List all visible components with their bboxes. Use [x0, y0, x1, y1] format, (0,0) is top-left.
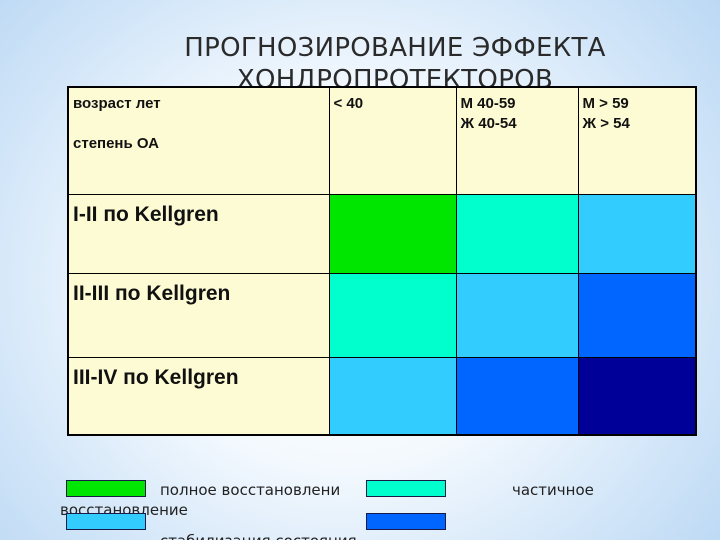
- effect-cell: [577, 193, 697, 274]
- row-label: III-IV по Kellgren: [73, 365, 239, 389]
- legend-swatch-no-effect: [366, 513, 446, 530]
- row-label-cell: II-III по Kellgren: [67, 272, 330, 358]
- row-label: II-III по Kellgren: [73, 281, 231, 305]
- row-label: I-II по Kellgren: [73, 202, 219, 226]
- legend-swatch-stabilization: [66, 513, 146, 530]
- effect-cell: [328, 356, 457, 436]
- legend-text-partial: частичное: [512, 481, 594, 499]
- effect-cell: [577, 272, 697, 358]
- column-header-line1: М > 59: [582, 95, 629, 112]
- page-title: ПРОГНОЗИРОВАНИЕ ЭФФЕКТА ХОНДРОПРОТЕКТОРО…: [184, 33, 606, 95]
- row-label-cell: III-IV по Kellgren: [67, 356, 330, 436]
- table-row: III-IV по Kellgren: [67, 356, 697, 436]
- effect-cell: [455, 193, 579, 274]
- column-header-middle-age: М 40-59 Ж 40-54: [455, 86, 579, 195]
- effect-cell: [328, 272, 457, 358]
- age-axis-label: возраст лет: [73, 95, 161, 112]
- row-label-cell: I-II по Kellgren: [67, 193, 330, 274]
- column-header-under-40: < 40: [328, 86, 457, 195]
- effect-cell: [577, 356, 697, 436]
- table-row: I-II по Kellgren: [67, 193, 697, 274]
- effect-cell: [455, 272, 579, 358]
- column-header-line1: М 40-59: [460, 95, 516, 112]
- table-row: II-III по Kellgren: [67, 272, 697, 358]
- column-header-line2: Ж 40-54: [460, 115, 517, 132]
- effect-cell: [328, 193, 457, 274]
- legend-text-stabilization: стабилизация состояния: [160, 532, 357, 540]
- legend-text-full-recovery: полное восстановлени: [160, 481, 341, 499]
- column-header-line2: Ж > 54: [582, 115, 630, 132]
- column-header-older: М > 59 Ж > 54: [577, 86, 697, 195]
- legend-swatch-full-recovery: [66, 480, 146, 497]
- effect-cell: [455, 356, 579, 436]
- legend-swatch-partial-recovery: [366, 480, 446, 497]
- prognosis-table: возраст лет степень ОА < 40 М 40-59 Ж 40…: [67, 86, 697, 436]
- column-header-line1: < 40: [333, 95, 364, 112]
- header-row: возраст лет степень ОА < 40 М 40-59 Ж 40…: [67, 86, 697, 195]
- corner-cell: возраст лет степень ОА: [67, 86, 330, 195]
- oa-degree-axis-label: степень ОА: [73, 135, 160, 152]
